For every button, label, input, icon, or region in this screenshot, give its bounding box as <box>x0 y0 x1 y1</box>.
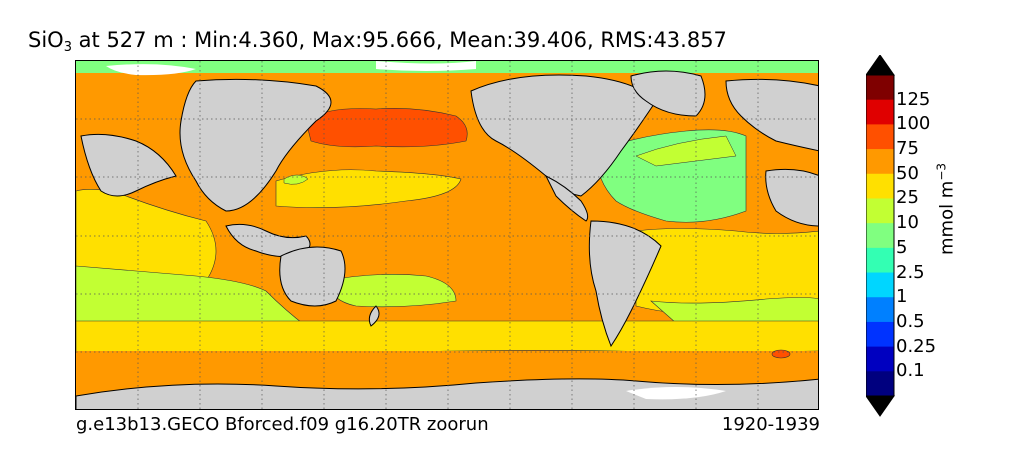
antarctic-ice-patch <box>626 387 726 400</box>
colorbar-tick-label: 125 <box>896 88 931 110</box>
colorbar-cell <box>866 247 894 274</box>
colorbar-tick-label: 25 <box>896 187 919 209</box>
north-pacific-yellow-band <box>275 169 462 208</box>
colorbar-cell <box>866 297 894 323</box>
europe-landmass <box>725 78 818 152</box>
north-atlantic-light-band <box>635 135 737 167</box>
colorbar-tick-label: 0.5 <box>896 310 925 332</box>
colorbar-over-arrow <box>866 55 895 76</box>
colorbar-tick-label: 50 <box>896 162 919 184</box>
colorbar-tick-label: 2.5 <box>896 261 925 283</box>
arctic-ice-patch-2 <box>376 61 476 71</box>
colorbar-tick-label: 75 <box>896 138 919 160</box>
unit-exponent: −3 <box>934 162 949 181</box>
north-pacific-high-band <box>305 108 468 148</box>
colorbar-tick-label: 5 <box>896 236 908 258</box>
north-america-landmass <box>470 74 657 197</box>
colorbar-cell <box>866 272 894 298</box>
colorbar-tick-label: 0.25 <box>896 335 937 357</box>
colorbar-cell <box>866 99 894 125</box>
colorbar-under-arrow <box>866 395 895 417</box>
colorbar <box>866 55 895 417</box>
arctic-ice-patch <box>106 64 196 76</box>
central-america-landmass <box>544 174 589 222</box>
south-america-landmass <box>588 220 662 348</box>
map-panel <box>75 60 819 410</box>
colorbar-tick-label: 10 <box>896 212 919 234</box>
colorbar-cell <box>866 75 894 101</box>
colorbar-cell <box>866 346 894 372</box>
africa-west-landmass <box>765 168 818 227</box>
colorbar-cell <box>866 173 894 199</box>
indonesia-landmass <box>225 223 311 258</box>
map-title: SiO3 at 527 m : Min:4.360, Max:95.666, M… <box>28 28 727 55</box>
colorbar-unit-label: mmol m−3 <box>935 163 958 255</box>
colorbar-tick-label: 100 <box>896 113 931 135</box>
australia-landmass <box>279 246 346 307</box>
title-prefix: SiO <box>28 28 64 52</box>
africa-north-landmass <box>80 133 177 197</box>
title-subscript: 3 <box>63 40 72 55</box>
unit-base: mmol m <box>936 180 958 255</box>
colorbar-cell <box>866 149 894 175</box>
antarctica-landmass <box>76 378 818 409</box>
new-zealand-landmass <box>368 305 380 327</box>
run-name-caption: g.e13b13.GECO Bforced.f09 g16.20TR zooru… <box>76 414 489 435</box>
asia-landmass <box>179 78 332 212</box>
red-spot <box>771 349 791 359</box>
title-stats: at 527 m : Min:4.360, Max:95.666, Mean:3… <box>71 28 727 52</box>
colorbar-tick-label: 1 <box>896 286 908 308</box>
southern-ocean-yellow-band <box>76 320 818 354</box>
colorbar-cell <box>866 371 894 397</box>
colorbar-cell <box>866 198 894 224</box>
australia-green-band <box>325 274 457 308</box>
colorbar-cell <box>866 223 894 249</box>
colorbar-cell <box>866 321 894 348</box>
ocean-silicate-map <box>76 61 818 409</box>
colorbar-cell <box>866 124 894 150</box>
year-range-caption: 1920-1939 <box>721 414 820 435</box>
colorbar-tick-label: 0.1 <box>896 360 925 382</box>
colorbar-outline <box>866 74 895 397</box>
